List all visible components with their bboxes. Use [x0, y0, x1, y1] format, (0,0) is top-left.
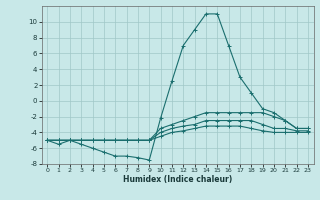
X-axis label: Humidex (Indice chaleur): Humidex (Indice chaleur)	[123, 175, 232, 184]
